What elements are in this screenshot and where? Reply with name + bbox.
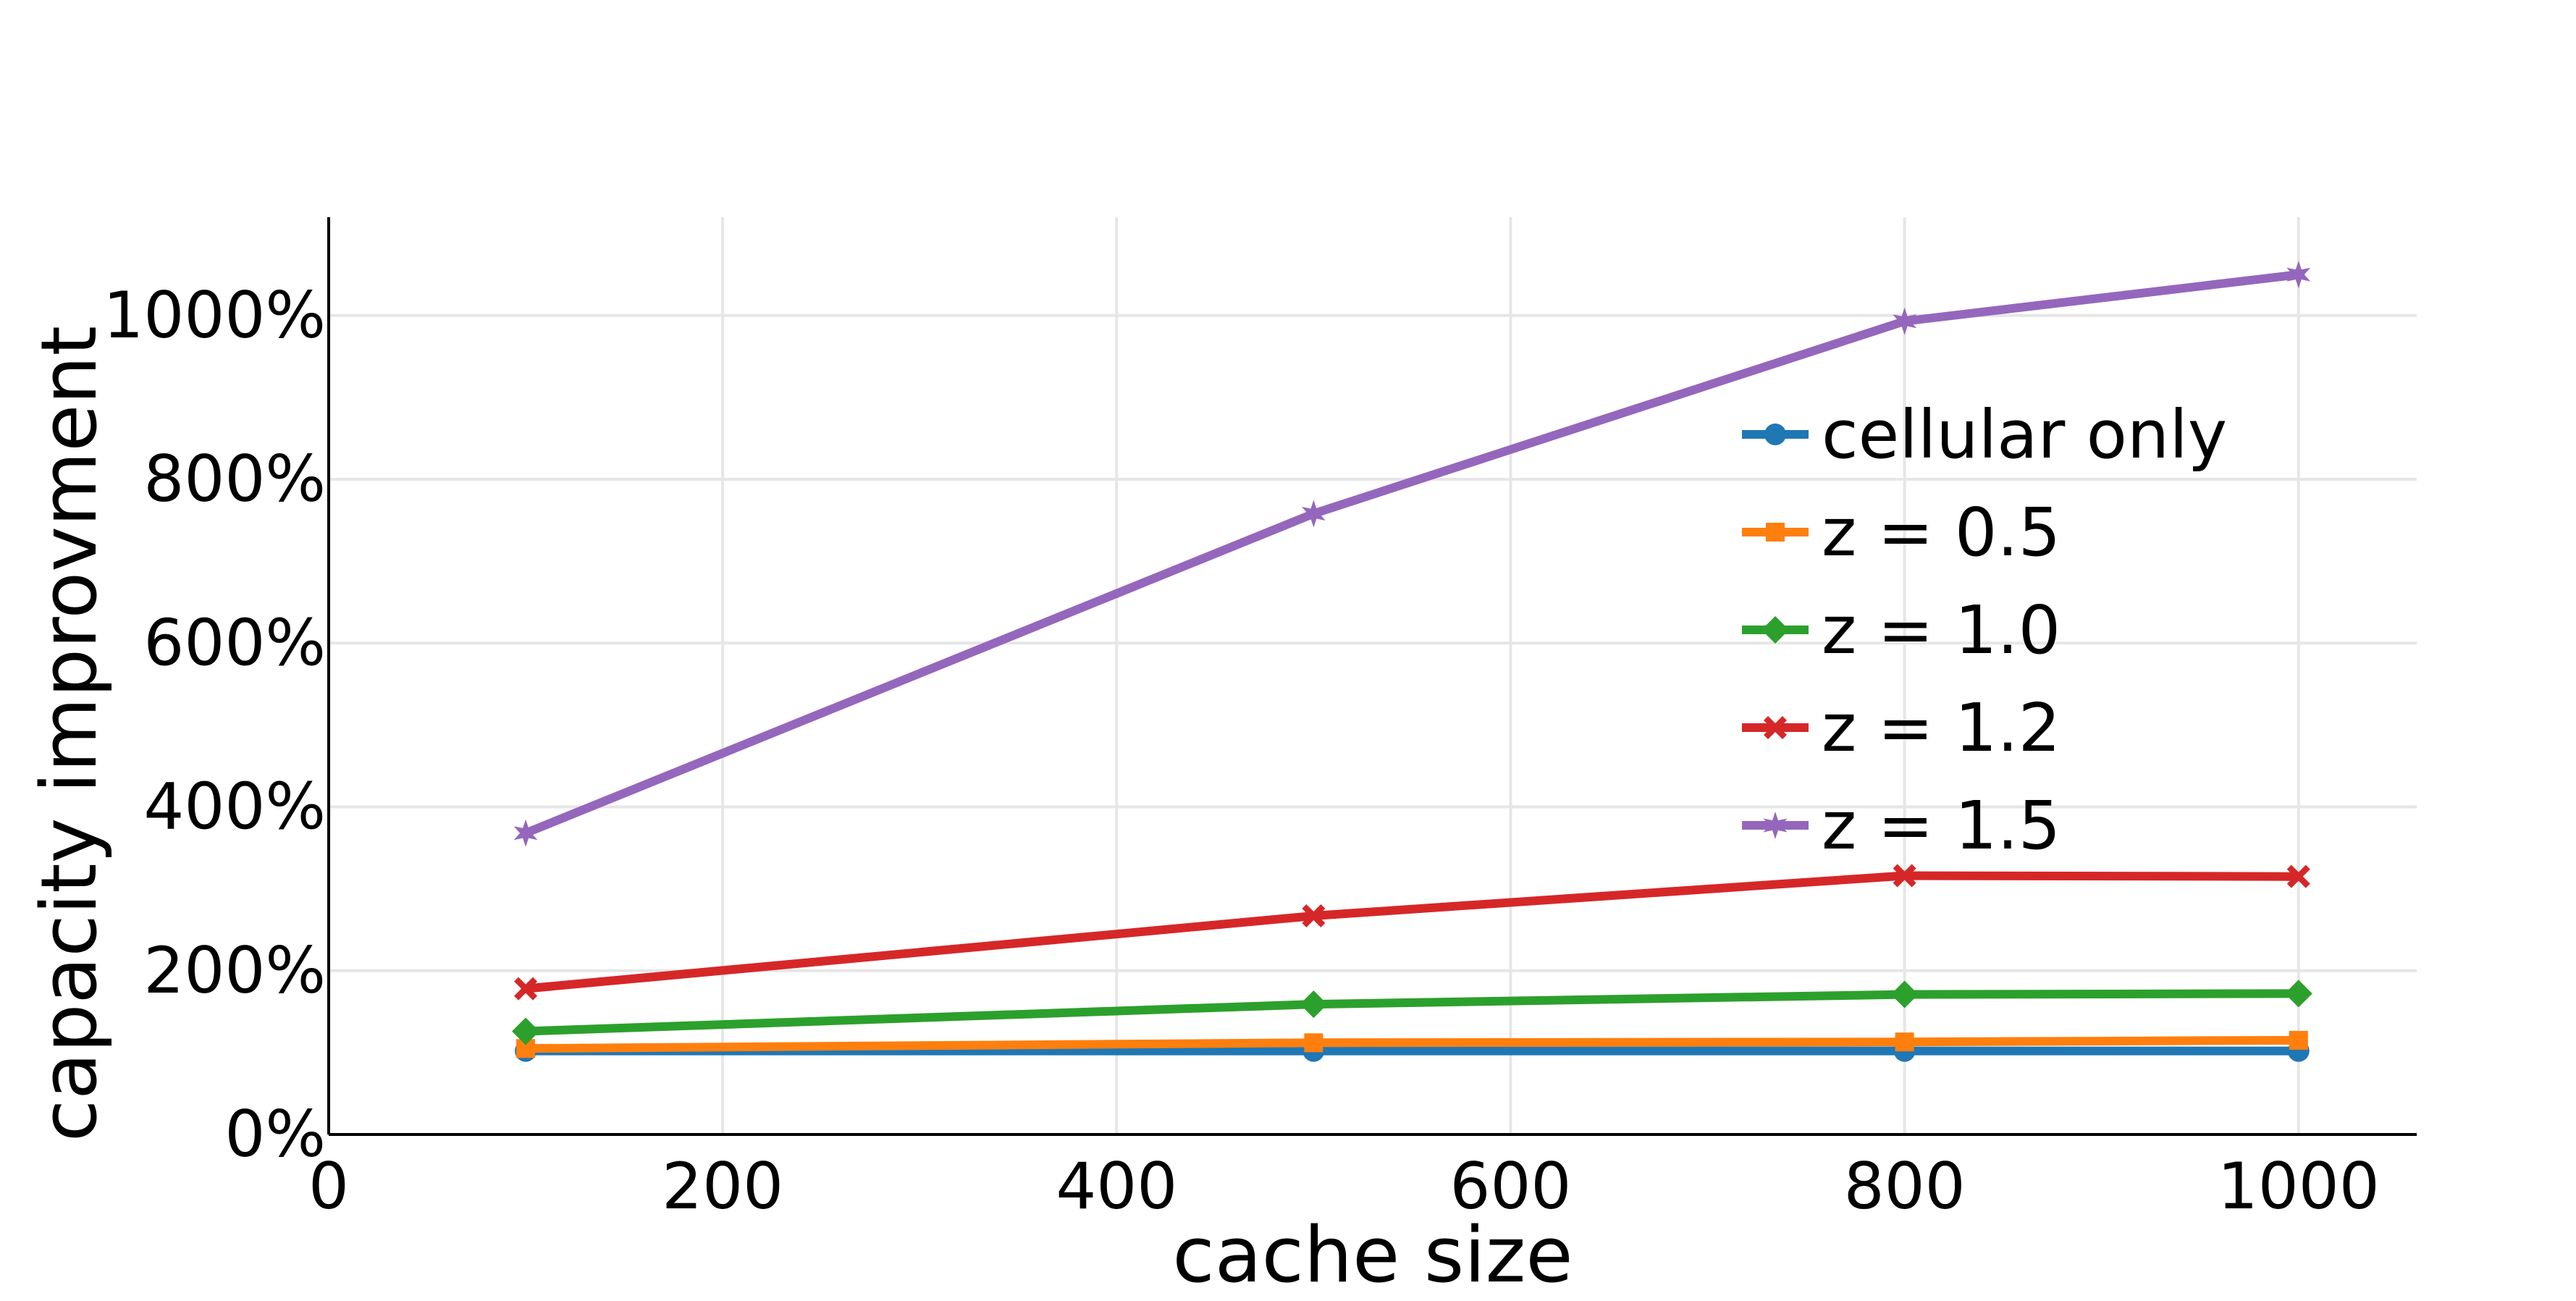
data-point bbox=[1304, 1033, 1323, 1053]
series-line bbox=[526, 1035, 2299, 1053]
legend-label: z = 1.0 bbox=[1822, 591, 2061, 669]
legend-item: z = 1.2 bbox=[1742, 689, 2061, 767]
series-layer bbox=[512, 261, 2312, 1062]
series-line bbox=[525, 871, 2299, 993]
x-tick-label: 400 bbox=[1056, 1149, 1177, 1224]
y-tick-label: 800% bbox=[143, 442, 326, 516]
legend-item: cellular only bbox=[1742, 396, 2227, 473]
data-point bbox=[1301, 500, 1326, 528]
y-tick-label: 400% bbox=[143, 770, 326, 844]
data-point bbox=[1893, 307, 1917, 335]
data-point bbox=[2289, 1030, 2308, 1050]
x-tick-labels: 0 200 400 600 800 1000 bbox=[308, 1149, 2380, 1224]
data-point bbox=[1895, 1032, 1914, 1052]
data-point bbox=[514, 977, 538, 1001]
series-line bbox=[523, 270, 2299, 838]
y-axis-title: capacity improvment bbox=[25, 326, 114, 1142]
legend-marker bbox=[1763, 812, 1788, 839]
legend-marker bbox=[1761, 616, 1789, 644]
data-point bbox=[1300, 990, 1328, 1019]
x-axis-title: cache size bbox=[1172, 1211, 1573, 1300]
legend-label: z = 1.2 bbox=[1822, 689, 2061, 767]
series-line bbox=[525, 989, 2299, 1036]
data-point bbox=[1302, 904, 1326, 927]
legend-item: z = 1.0 bbox=[1742, 591, 2061, 669]
series-3 bbox=[512, 980, 2312, 1045]
data-point bbox=[2284, 980, 2312, 1008]
legend-item: z = 0.5 bbox=[1742, 494, 2061, 571]
y-tick-labels: 0% 200% 400% 600% 800% 1000% bbox=[103, 278, 326, 1171]
series-4 bbox=[514, 864, 2310, 1001]
x-tick-label: 800 bbox=[1844, 1149, 1966, 1224]
x-tick-label: 600 bbox=[1449, 1149, 1571, 1224]
x-tick-label: 0 bbox=[308, 1149, 349, 1224]
axes-layer bbox=[327, 217, 2417, 1136]
legend: cellular only z = 0.5 z = 1.0 z = 1.2 z = 1.… bbox=[1742, 396, 2227, 864]
legend-marker bbox=[1764, 424, 1786, 445]
series-2 bbox=[516, 1030, 2308, 1058]
data-point bbox=[513, 819, 538, 847]
legend-label: cellular only bbox=[1822, 396, 2227, 473]
legend-item: z = 1.5 bbox=[1742, 787, 2061, 864]
legend-label: z = 1.5 bbox=[1822, 787, 2061, 864]
y-tick-label: 0% bbox=[224, 1097, 326, 1171]
legend-label: z = 0.5 bbox=[1822, 494, 2061, 571]
data-point bbox=[1890, 980, 1919, 1009]
series-5 bbox=[513, 261, 2311, 847]
y-tick-label: 200% bbox=[143, 933, 326, 1008]
y-tick-label: 600% bbox=[143, 605, 326, 680]
data-point bbox=[512, 1017, 540, 1045]
x-tick-label: 1000 bbox=[2218, 1149, 2380, 1224]
data-point bbox=[1893, 864, 1916, 888]
data-point bbox=[2286, 864, 2310, 888]
x-tick-label: 200 bbox=[662, 1149, 783, 1224]
data-point bbox=[2286, 261, 2311, 289]
legend-marker bbox=[1766, 523, 1785, 542]
y-tick-label: 1000% bbox=[103, 278, 326, 353]
legend-marker bbox=[1764, 716, 1787, 739]
